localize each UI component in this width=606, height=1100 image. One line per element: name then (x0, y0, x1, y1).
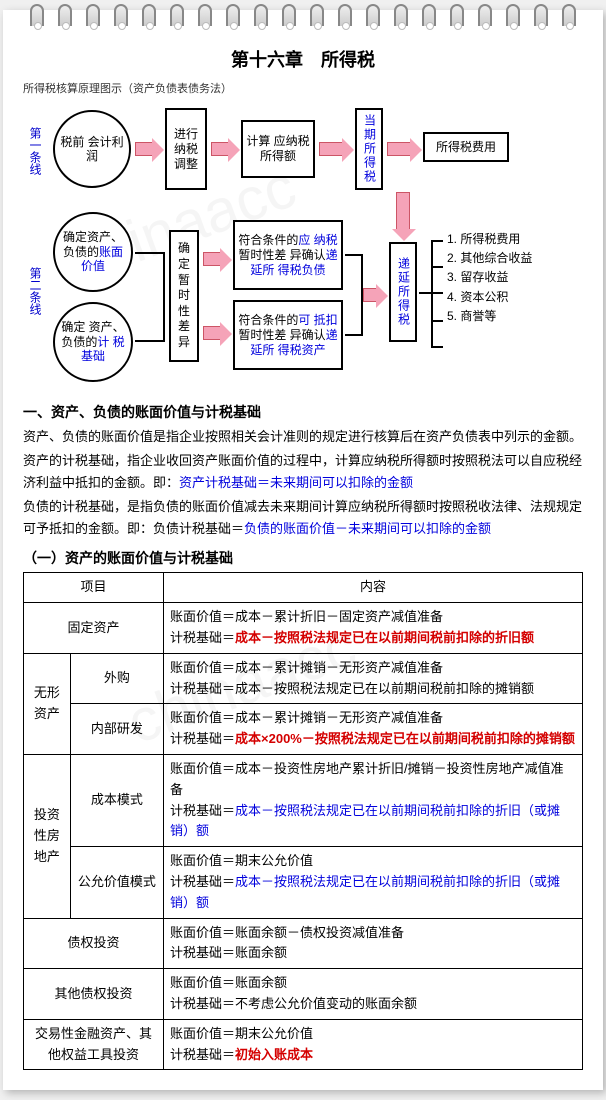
arrow (203, 252, 221, 266)
flowchart: 第一条线 税前 会计利润 进行 纳税 调整 计算 应纳税 所得额 当期所得税 所… (23, 102, 583, 392)
connector (135, 340, 165, 342)
page-title: 第十六章 所得税 (23, 46, 583, 72)
table-row: 固定资产 账面价值＝成本－累计折旧－固定资产减值准备 计税基础＝成本－按照税法规… (24, 603, 583, 654)
node-tax-adjust: 进行 纳税 调整 (165, 108, 207, 190)
node-deferred-liab: 符合条件的应 纳税暂时性差 异确认递延所 得税负债 (233, 220, 343, 290)
node-text: 符合条件的可 抵扣暂时性差 异确认递延所 得税资产 (238, 313, 338, 358)
cell-group: 无形资产 (24, 653, 71, 754)
node-text: 进行 纳税 调整 (170, 127, 202, 172)
node-tax-expense: 所得税费用 (423, 132, 509, 162)
cell-name: 债权投资 (24, 918, 164, 969)
table-row: 交易性金融资产、其他权益工具投资 账面价值＝期末公允价值 计税基础＝初始入账成本 (24, 1019, 583, 1070)
node-deferred-asset: 符合条件的可 抵扣暂时性差 异确认递延所 得税资产 (233, 300, 343, 370)
table-row: 内部研发 账面价值＝成本－累计摊销－无形资产减值准备 计税基础＝成本×200%－… (24, 704, 583, 755)
arrow (203, 326, 221, 340)
node-text: 确定资产、 负债的账面 价值 (59, 230, 127, 273)
node-text: 计算 应纳税 所得额 (246, 134, 310, 164)
node-current-tax: 当期所得税 (355, 108, 383, 190)
table-row: 债权投资 账面价值＝账面余额－债权投资减值准备 计税基础＝账面余额 (24, 918, 583, 969)
list-item: 3. 留存收益 (447, 268, 532, 287)
cell-content: 账面价值＝成本－投资性房地产累计折旧/摊销－投资性房地产减值准备 计税基础＝成本… (164, 755, 583, 847)
cell-sub: 内部研发 (70, 704, 163, 755)
cell-content: 账面价值＝期末公允价值 计税基础＝初始入账成本 (164, 1019, 583, 1070)
node-temp-diff: 确 定 暂 时 性 差 异 (169, 230, 199, 362)
paragraph: 资产的计税基础，指企业收回资产账面价值的过程中，计算应纳税所得额时按照税法可以自… (23, 450, 583, 494)
node-text: 所得税费用 (436, 140, 496, 155)
list-item: 1. 所得税费用 (447, 230, 532, 249)
paragraph: 资产、负债的账面价值是指企业按照相关会计准则的规定进行核算后在资产负债表中列示的… (23, 426, 583, 448)
connector (431, 240, 433, 348)
table-row: 公允价值模式 账面价值＝期末公允价值 计税基础＝成本－按照税法规定已在以前期间税… (24, 847, 583, 918)
cell-content: 账面价值＝成本－累计摊销－无形资产减值准备 计税基础＝成本－按照税法规定已在以前… (164, 653, 583, 704)
node-text: 当期所得税 (362, 114, 377, 184)
col-content: 内容 (164, 573, 583, 603)
node-text: 符合条件的应 纳税暂时性差 异确认递延所 得税负债 (238, 233, 338, 278)
list-item: 2. 其他综合收益 (447, 249, 532, 268)
cell-sub: 成本模式 (70, 755, 163, 847)
col-item: 项目 (24, 573, 164, 603)
connector (431, 346, 443, 348)
list-item: 4. 资本公积 (447, 288, 532, 307)
table-row: 无形资产 外购 账面价值＝成本－累计摊销－无形资产减值准备 计税基础＝成本－按照… (24, 653, 583, 704)
connector (135, 252, 165, 254)
connector (431, 240, 443, 242)
arrow-down (396, 192, 410, 230)
cell-sub: 外购 (70, 653, 163, 704)
deferred-tax-targets: 1. 所得税费用 2. 其他综合收益 3. 留存收益 4. 资本公积 5. 商誉… (447, 230, 532, 326)
table-row: 投资性房地产 成本模式 账面价值＝成本－投资性房地产累计折旧/摊销－投资性房地产… (24, 755, 583, 847)
node-deferred-tax: 递延所得税 (389, 242, 417, 342)
cell-group: 投资性房地产 (24, 755, 71, 919)
arrow (319, 142, 343, 156)
section-heading-1: 一、资产、负债的账面价值与计税基础 (23, 402, 583, 422)
paragraph: 负债的计税基础，是指负债的账面价值减去未来期间计算应纳税所得额时按照税收法律、法… (23, 496, 583, 540)
node-taxable-income: 计算 应纳税 所得额 (241, 120, 315, 178)
connector (163, 252, 165, 342)
cell-content: 账面价值＝期末公允价值 计税基础＝成本－按照税法规定已在以前期间税前扣除的折旧（… (164, 847, 583, 918)
arrow (211, 142, 229, 156)
cell-content: 账面价值＝成本－累计折旧－固定资产减值准备 计税基础＝成本－按照税法规定已在以前… (164, 603, 583, 654)
line1-label: 第一条线 (27, 127, 44, 175)
list-item: 5. 商誉等 (447, 307, 532, 326)
node-text: 递延所得税 (396, 257, 411, 327)
line2-label: 第二条线 (27, 267, 44, 315)
connector (431, 292, 443, 294)
cell-name: 交易性金融资产、其他权益工具投资 (24, 1019, 164, 1070)
cell-name: 固定资产 (24, 603, 164, 654)
cell-content: 账面价值＝账面余额 计税基础＝不考虑公允价值变动的账面余额 (164, 969, 583, 1020)
asset-tax-basis-table: 项目 内容 固定资产 账面价值＝成本－累计折旧－固定资产减值准备 计税基础＝成本… (23, 572, 583, 1070)
node-text: 税前 会计利润 (59, 135, 125, 164)
cell-content: 账面价值＝账面余额－债权投资减值准备 计税基础＝账面余额 (164, 918, 583, 969)
node-tax-basis: 确定 资产、 负债的计 税基础 (53, 302, 133, 382)
cell-content: 账面价值＝成本－累计摊销－无形资产减值准备 计税基础＝成本×200%－按照税法规… (164, 704, 583, 755)
cell-sub: 公允价值模式 (70, 847, 163, 918)
arrow (387, 142, 411, 156)
arrow (363, 288, 377, 302)
node-text: 确 定 暂 时 性 差 异 (174, 241, 194, 350)
node-pretax-profit: 税前 会计利润 (53, 110, 131, 188)
connector (431, 320, 443, 322)
notebook-page: chinaacc chinaacc 第十六章 所得税 所得税核算原理图示（资产负… (3, 10, 603, 1090)
section-heading-2: （一）资产的账面价值与计税基础 (23, 548, 583, 568)
page-subtitle: 所得税核算原理图示（资产负债表债务法） (23, 80, 583, 96)
table-header-row: 项目 内容 (24, 573, 583, 603)
cell-name: 其他债权投资 (24, 969, 164, 1020)
arrow (135, 142, 153, 156)
connector (431, 266, 443, 268)
node-text: 确定 资产、 负债的计 税基础 (59, 320, 127, 363)
node-book-value: 确定资产、 负债的账面 价值 (53, 212, 133, 292)
spiral-binding (3, 4, 603, 26)
table-row: 其他债权投资 账面价值＝账面余额 计税基础＝不考虑公允价值变动的账面余额 (24, 969, 583, 1020)
